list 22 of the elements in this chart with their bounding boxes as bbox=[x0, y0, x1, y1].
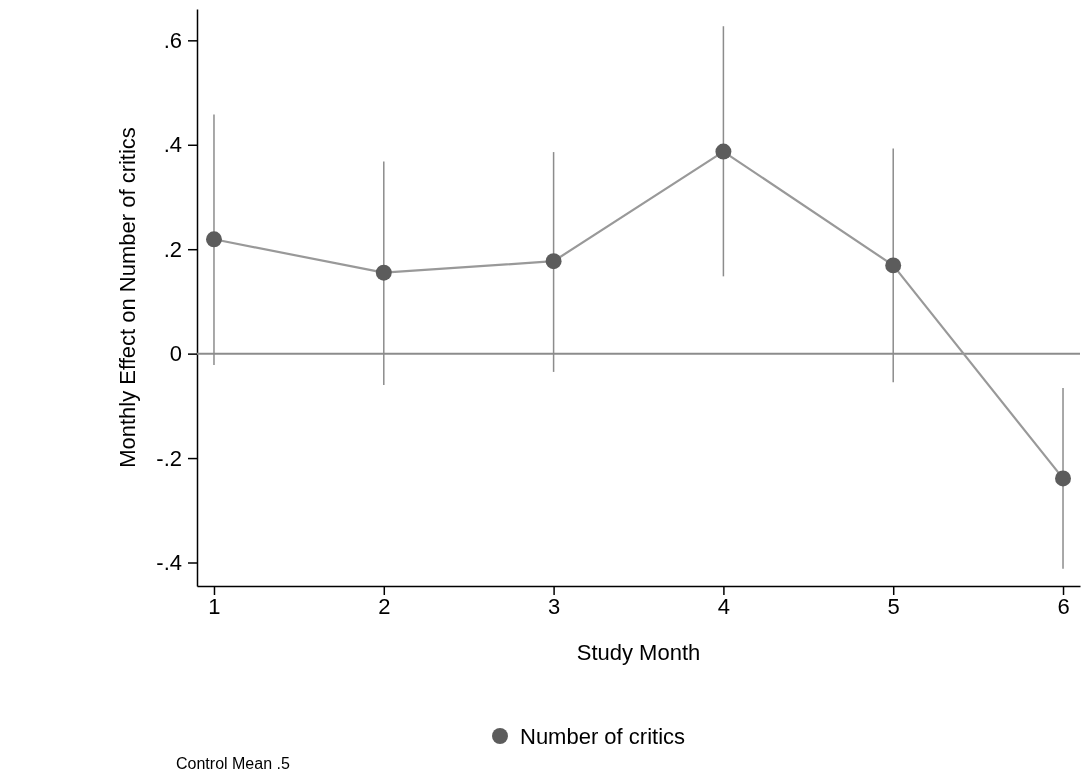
x-tick-label: 3 bbox=[547, 593, 561, 619]
y-tick-label: .4 bbox=[163, 132, 182, 158]
y-tick-label: 0 bbox=[169, 341, 182, 367]
x-axis-title: Study Month bbox=[576, 640, 701, 665]
text: Control Mean .5 bbox=[176, 755, 290, 772]
point bbox=[1055, 470, 1071, 487]
x-tick-label: 2 bbox=[378, 593, 391, 619]
y-tick-label: .6 bbox=[163, 27, 182, 53]
x-tick-label: 6 bbox=[1057, 593, 1070, 619]
point bbox=[715, 143, 732, 160]
x-tick-label: 5 bbox=[887, 593, 900, 619]
y-tick-label: -.2 bbox=[156, 445, 182, 471]
y-axis-title: Monthly Effect on Number of critics bbox=[115, 127, 140, 468]
point bbox=[206, 231, 222, 248]
point bbox=[545, 253, 562, 270]
legend-label: Number of critics bbox=[520, 724, 686, 749]
point bbox=[885, 257, 902, 274]
point bbox=[375, 264, 392, 281]
y-tick-label: .2 bbox=[163, 236, 182, 262]
y-tick-label: -.4 bbox=[156, 550, 182, 576]
x-tick-label: 1 bbox=[208, 593, 221, 619]
x-tick-label: 4 bbox=[717, 593, 731, 619]
